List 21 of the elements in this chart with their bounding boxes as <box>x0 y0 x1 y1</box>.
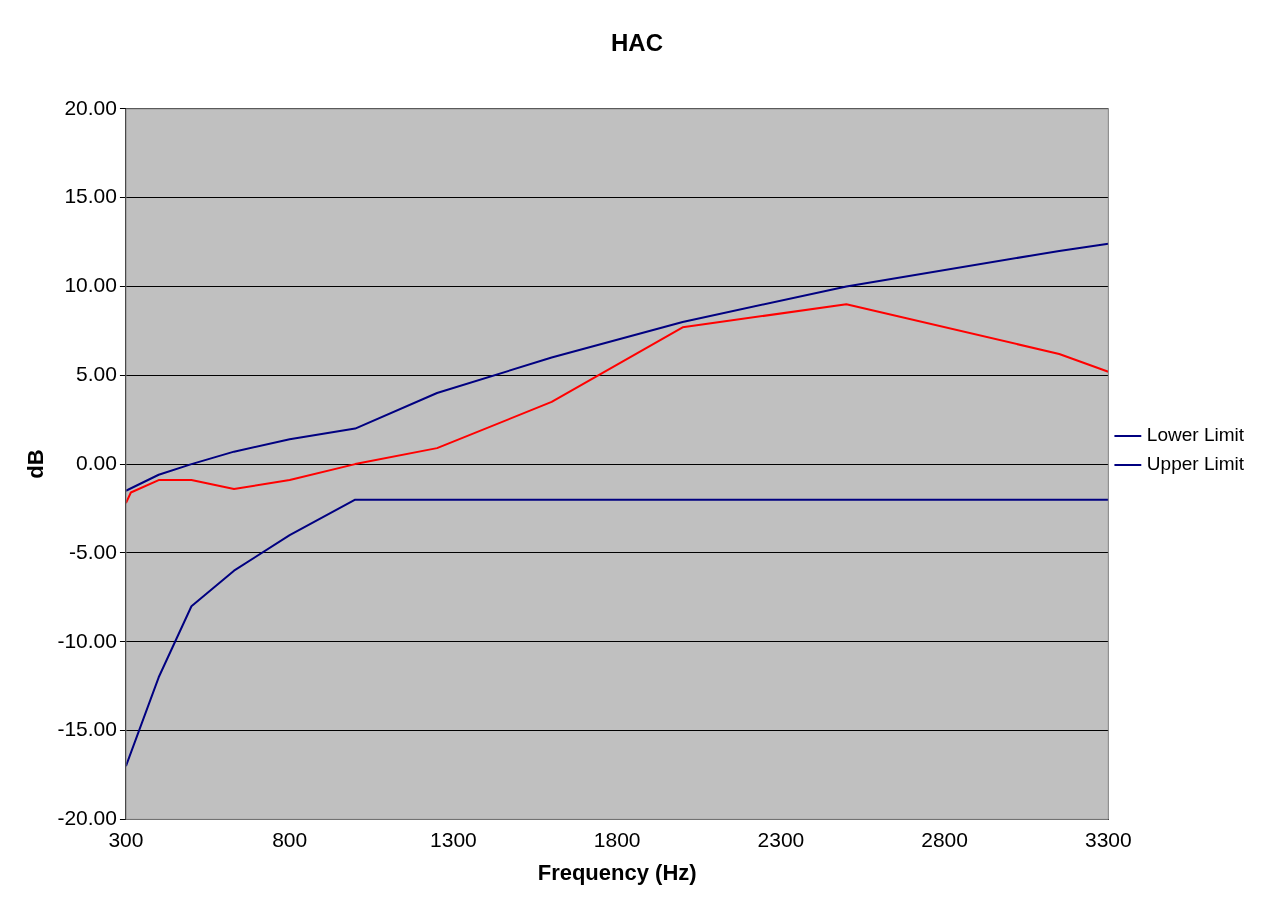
x-tick-label: 1800 <box>593 827 641 851</box>
x-tick-label: 2800 <box>921 827 968 851</box>
legend-label: Upper Limit <box>1146 453 1245 475</box>
x-tick-label: 2300 <box>757 827 805 851</box>
y-tick-label: 20.00 <box>64 95 117 119</box>
chart-title: HAC <box>611 29 663 57</box>
y-tick-label: -10.00 <box>57 628 117 652</box>
x-tick-label: 800 <box>272 827 308 851</box>
x-tick-label: 1300 <box>430 827 477 851</box>
y-tick-label: 10.00 <box>64 273 117 297</box>
y-axis-title: dB <box>23 449 49 479</box>
y-tick-label: 15.00 <box>64 184 117 208</box>
y-tick-label: 0.00 <box>76 450 117 474</box>
y-tick-label: -15.00 <box>57 717 117 741</box>
x-axis-title: Frequency (Hz) <box>537 859 697 885</box>
y-tick-label: 5.00 <box>76 362 117 386</box>
y-tick-label: -5.00 <box>69 539 117 563</box>
y-tick-label: -20.00 <box>57 806 117 830</box>
legend-label: Lower Limit <box>1146 424 1245 446</box>
x-tick-label: 3300 <box>1085 827 1132 851</box>
x-tick-label: 300 <box>108 827 144 851</box>
